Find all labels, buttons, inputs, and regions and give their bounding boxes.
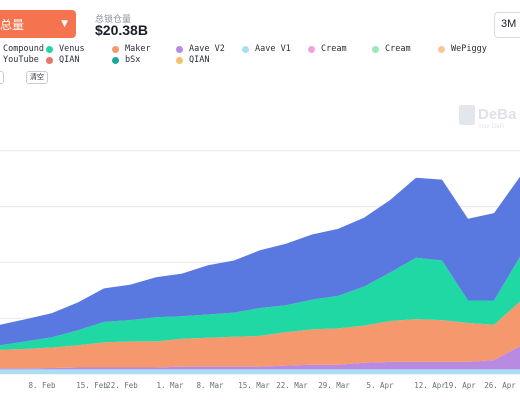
- legend-item[interactable]: Compound: [0, 44, 44, 54]
- legend-label: Compound: [3, 44, 44, 54]
- legend-item[interactable]: bSx: [112, 55, 140, 65]
- watermark-brand: DeBa: [478, 106, 517, 123]
- total-value: $20.38B: [95, 22, 148, 38]
- legend-item[interactable]: Cream: [308, 44, 347, 54]
- x-tick-label: 5. Apr: [366, 381, 394, 390]
- legend-item[interactable]: Aave V2: [176, 44, 225, 54]
- legend-item[interactable]: YouTube: [0, 55, 39, 65]
- metric-dropdown[interactable]: 总量 ▼: [0, 10, 76, 38]
- area-series-venus: [0, 256, 520, 350]
- area-series-aave-v2: [0, 346, 520, 370]
- area-series-compound: [0, 176, 520, 346]
- legend-item[interactable]: QIAN: [176, 55, 209, 65]
- x-tick-label: 29. Mar: [318, 381, 350, 390]
- legend-item[interactable]: Aave V1: [242, 44, 291, 54]
- legend-dot-icon: [46, 56, 53, 64]
- legend-dot-icon: [372, 45, 379, 53]
- x-tick-label: 12. Apr: [414, 381, 446, 390]
- legend-item[interactable]: Maker: [112, 44, 151, 54]
- legend-label: QIAN: [189, 55, 210, 65]
- watermark-tagline: Your DeFi: [478, 124, 504, 130]
- legend-label: QIAN: [59, 55, 80, 65]
- legend-dot-icon: [176, 56, 183, 64]
- total-value-label: 总锁仓量: [95, 15, 132, 25]
- x-tick-label: 1. Mar: [156, 381, 184, 390]
- filter-chip[interactable]: s: [0, 71, 4, 84]
- x-tick-label: 26. Apr: [484, 381, 516, 390]
- area-series-aave-v1: [0, 369, 520, 374]
- legend-label: WePiggy: [451, 44, 487, 54]
- watermark: DeBa Your DeFi: [459, 105, 517, 130]
- area-series-maker: [0, 301, 520, 369]
- time-range-button[interactable]: 3M: [494, 12, 520, 38]
- legend-item[interactable]: WePiggy: [438, 44, 487, 54]
- legend-label: bSx: [125, 55, 141, 65]
- x-tick-label: 15. Mar: [238, 381, 270, 390]
- legend-label: Cream: [385, 44, 411, 54]
- legend-dot-icon: [112, 45, 119, 53]
- debank-logo-icon: [459, 105, 475, 125]
- x-tick-label: 8. Mar: [196, 381, 224, 390]
- legend-item[interactable]: QIAN: [46, 55, 79, 65]
- legend-label: YouTube: [3, 55, 39, 65]
- chart-areas: [0, 176, 520, 374]
- x-tick-label: 19. Apr: [444, 381, 476, 390]
- legend-dot-icon: [112, 56, 119, 64]
- metric-dropdown-label: 总量: [0, 17, 25, 32]
- x-tick-label: 22. Mar: [276, 381, 308, 390]
- x-tick-label: 8. Feb: [28, 381, 56, 390]
- legend-dot-icon: [46, 45, 53, 53]
- legend-label: Cream: [321, 44, 347, 54]
- x-tick-label: 22. Feb: [106, 381, 138, 390]
- legend-dot-icon: [176, 45, 183, 53]
- x-tick-label: 15. Feb: [76, 381, 108, 390]
- legend-dot-icon: [308, 45, 315, 53]
- clear-filters-button[interactable]: 清空: [26, 71, 48, 84]
- legend-dot-icon: [242, 45, 249, 53]
- legend-label: Aave V1: [255, 44, 291, 54]
- legend-dot-icon: [438, 45, 445, 53]
- legend-item[interactable]: Cream: [372, 44, 411, 54]
- legend-label: Maker: [125, 44, 151, 54]
- legend-label: Aave V2: [189, 44, 225, 54]
- legend-label: Venus: [59, 44, 85, 54]
- chevron-down-icon: ▼: [61, 19, 68, 29]
- legend-item[interactable]: Venus: [46, 44, 85, 54]
